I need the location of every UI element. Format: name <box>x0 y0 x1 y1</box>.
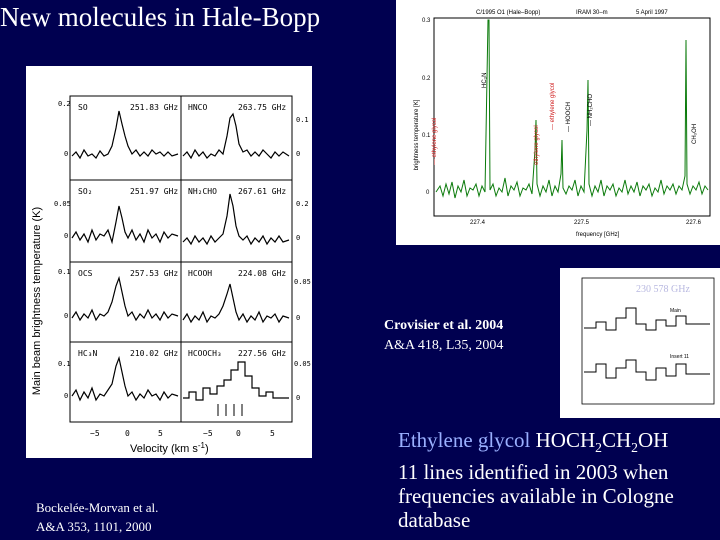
mid-right-label-main: Main <box>670 308 681 314</box>
p1-ytick-left-top: 0.2 <box>58 100 71 108</box>
velocity-arrows <box>217 404 243 416</box>
p4-ytick-right-zero: 0 <box>296 394 300 402</box>
slide-title: New molecules in Hale-Bopp <box>0 2 321 32</box>
spectrum-header-right: 5 April 1997 <box>636 10 668 16</box>
p1-ytick-left-zero: 0 <box>64 150 68 158</box>
panel3-right-label: HCOOH <box>188 269 212 278</box>
spectrum-hnco <box>182 112 290 160</box>
caption-line3: frequencies available in Cologne <box>398 484 674 509</box>
middle-reference-line1: Crovisier et al. 2004 <box>384 318 504 333</box>
mid-right-plot: Main Insert 11 230 578 GHz <box>581 277 715 405</box>
caption-line2: 11 lines identified in 2003 when <box>398 460 669 485</box>
p4-ytick-right-top: 0.05 <box>294 360 311 368</box>
mid-right-frame <box>581 277 715 405</box>
spectrum-so2 <box>71 205 179 245</box>
spectrum-nh2cho <box>182 193 290 246</box>
spectrum-ytick-02: 0.2 <box>422 76 431 82</box>
spectrum-ylabel: brightness temperature [K] <box>414 99 420 170</box>
caption: Ethylene glycol HOCH2CH2OH 11 lines iden… <box>398 428 718 532</box>
label-ch3oh: CH₃OH <box>692 124 698 144</box>
panel2-left-label: SO₂ <box>78 187 92 196</box>
p2-ytick-right-top: 0.2 <box>296 200 309 208</box>
label-eg-3: — ethylene glycol <box>550 83 556 130</box>
panel3-left-label: OCS <box>78 269 93 278</box>
panel1-left-label: SO <box>78 103 88 112</box>
middle-reference-line2: A&A 418, L35, 2004 <box>384 338 504 353</box>
p3-ytick-left-zero: 0 <box>64 312 68 320</box>
p3-ytick-right-zero: 0 <box>296 314 300 322</box>
panel4-right-freq: 227.56 GHz <box>238 349 286 358</box>
panel3-right-freq: 224.08 GHz <box>238 269 286 278</box>
top-right-plot: C/1995 O1 (Hale–Bopp) IRAM 30–m 5 April … <box>414 10 711 238</box>
xtick-1: −5 <box>90 429 100 438</box>
mid-right-trace-bottom <box>584 359 710 381</box>
p2-ytick-left-top: 0.05 <box>54 200 71 208</box>
xtick-5: 0 <box>236 429 241 438</box>
xtick-2: 0 <box>125 429 130 438</box>
spectrum-hcooch3 <box>183 361 289 401</box>
p4-ytick-left-zero: 0 <box>64 392 68 400</box>
xtick-3: 5 <box>158 429 163 438</box>
label-eg-2: ethylene glycol <box>534 125 540 165</box>
left-reference-line1: Bockelée-Morvan et al. <box>36 500 159 515</box>
spectrum-xtick-2: 227.5 <box>574 220 590 226</box>
left-xlabel: Velocity (km s-1) <box>130 441 209 455</box>
panel4-left-label: HC₃N <box>78 349 97 358</box>
spectrum-so <box>71 110 179 160</box>
label-hc3n: HC₃N <box>482 73 488 88</box>
spectrum-xlabel: frequency [GHz] <box>576 232 620 238</box>
panel2-left-freq: 251.97 GHz <box>130 187 178 196</box>
xtick-6: 5 <box>270 429 275 438</box>
spectrum-ytick-01: 0.1 <box>422 133 431 139</box>
p3-ytick-right-top: 0.05 <box>294 278 311 286</box>
left-figure: Main beam brightness temperature (K) SO … <box>26 66 312 458</box>
label-eg-1: — ethylene glycol <box>432 118 438 165</box>
left-reference-line2: A&A 353, 1101, 2000 <box>36 519 152 534</box>
caption-line1: Ethylene glycol HOCH2CH2OH <box>398 428 669 456</box>
caption-highlight: Ethylene glycol <box>398 428 531 452</box>
p1-ytick-right-zero: 0 <box>296 150 300 158</box>
mid-right-figure: Main Insert 11 230 578 GHz <box>560 268 720 418</box>
panel1-left-freq: 251.83 GHz <box>130 103 178 112</box>
spectrum-ocs <box>71 275 179 322</box>
panel2-right-label: NH₂CHO <box>188 187 217 196</box>
panel4-right-label: HCOOCH₃ <box>188 349 222 358</box>
p1-ytick-right-top: 0.1 <box>296 116 309 124</box>
spectrum-ytick-03: 0.3 <box>422 18 431 24</box>
middle-reference: Crovisier et al. 2004 A&A 418, L35, 2004 <box>384 316 503 356</box>
panel3-left-freq: 257.53 GHz <box>130 269 178 278</box>
spectrum-frame <box>433 17 711 217</box>
p4-ytick-left-top: 0.1 <box>58 360 71 368</box>
left-figure-plot: Main beam brightness temperature (K) SO … <box>31 95 311 455</box>
spectrum-trace <box>435 19 709 199</box>
mid-right-overlay-freq: 230 578 GHz <box>636 284 690 295</box>
spectrum-xtick-1: 227.4 <box>470 220 486 226</box>
left-reference: Bockelée-Morvan et al. A&A 353, 1101, 20… <box>36 498 158 536</box>
p3-ytick-left-top: 0.1 <box>58 268 71 276</box>
mid-right-label-insert: Insert 11 <box>670 354 689 360</box>
label-hoocch: — HOOCH <box>566 102 572 132</box>
spectrum-hcooh <box>182 283 290 324</box>
xtick-4: −5 <box>203 429 213 438</box>
spectrum-header-left: C/1995 O1 (Hale–Bopp) <box>476 10 540 16</box>
spectrum-xtick-3: 227.6 <box>686 220 702 226</box>
spectrum-hc3n <box>71 355 179 402</box>
caption-line4: database <box>398 508 471 533</box>
mid-right-trace-top <box>584 307 710 331</box>
label-nh2cho: — NH₂CHO <box>588 94 594 126</box>
p2-ytick-left-zero: 0 <box>64 232 68 240</box>
panel1-right-label: HNCO <box>188 103 207 112</box>
panel2-right-freq: 267.61 GHz <box>238 187 286 196</box>
left-ylabel: Main beam brightness temperature (K) <box>31 207 43 395</box>
p2-ytick-right-zero: 0 <box>296 234 300 242</box>
spectrum-header-mid: IRAM 30–m <box>576 10 608 16</box>
top-right-figure: C/1995 O1 (Hale–Bopp) IRAM 30–m 5 April … <box>396 0 720 245</box>
spectrum-ytick-0: 0 <box>426 190 430 196</box>
panel4-left-freq: 210.02 GHz <box>130 349 178 358</box>
panel1-right-freq: 263.75 GHz <box>238 103 286 112</box>
